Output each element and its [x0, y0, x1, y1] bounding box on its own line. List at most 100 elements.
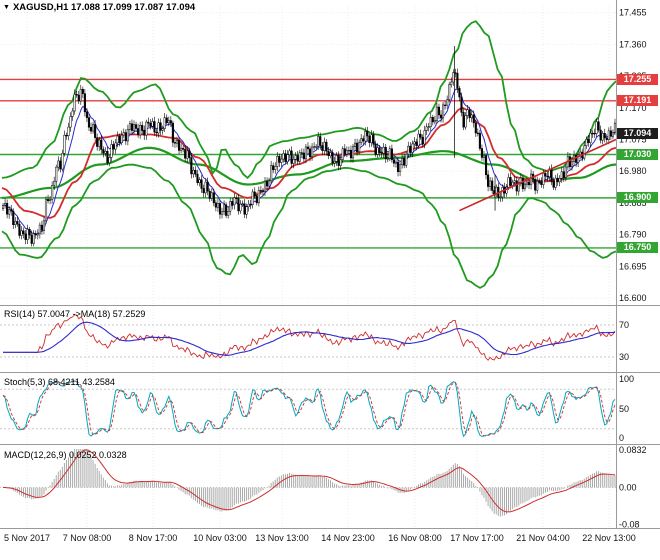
candle-body	[597, 121, 600, 131]
bollinger-upper	[1, 20, 617, 180]
candle-body	[456, 72, 459, 89]
candle-body	[120, 134, 123, 144]
candle-body	[372, 134, 375, 145]
candle-body	[128, 123, 131, 130]
candle-body	[149, 122, 152, 127]
candle-body	[527, 181, 531, 186]
candle-body	[360, 138, 363, 143]
time-axis-label: 21 Nov 04:00	[516, 533, 570, 543]
candle-body	[73, 93, 76, 112]
candle-body	[480, 148, 483, 158]
candle-body	[12, 210, 15, 225]
candle-body	[593, 132, 596, 135]
candle-body	[268, 180, 271, 187]
stoch-axis-label: 50	[619, 404, 629, 414]
price-level-label-17.030[interactable]: 17.030	[617, 149, 658, 160]
candle-body	[98, 139, 101, 147]
price-level-label-17.094[interactable]: 17.094	[617, 127, 658, 139]
trendline[interactable]	[459, 138, 617, 212]
candle-body	[331, 152, 334, 164]
candle-body	[302, 152, 305, 160]
candle-body	[180, 147, 183, 151]
candle-body	[530, 173, 533, 186]
candle-body	[139, 125, 142, 136]
candle-body	[388, 148, 391, 159]
candle-body	[607, 130, 610, 140]
candle-body	[169, 120, 172, 124]
candle-body	[552, 181, 555, 188]
candle-body	[192, 169, 195, 175]
candle-body	[417, 133, 420, 146]
candle-body	[489, 180, 492, 187]
candle-body	[65, 134, 68, 137]
candle-body	[364, 131, 367, 142]
candle-body	[536, 180, 539, 191]
candle-body	[280, 158, 283, 163]
candle-body	[396, 161, 400, 172]
candle-body	[319, 136, 322, 146]
candle-body	[200, 179, 203, 189]
candle-body	[468, 109, 471, 118]
time-axis-label: 5 Nov 2017	[4, 533, 50, 543]
price-level-label-17.191[interactable]: 17.191	[617, 95, 658, 107]
candle-body	[89, 127, 93, 132]
candle-body	[247, 203, 250, 208]
candle-body	[290, 150, 293, 164]
candle-body	[71, 110, 74, 117]
candle-body	[603, 133, 606, 139]
candle-body	[47, 199, 50, 201]
candle-body	[425, 126, 428, 131]
price-level-label-16.900[interactable]: 16.900	[617, 192, 658, 204]
candle-body	[116, 135, 119, 144]
candle-body	[446, 99, 449, 106]
candle-body	[18, 223, 21, 236]
candle-body	[265, 181, 269, 187]
candle-body	[49, 199, 52, 201]
candle-body	[96, 137, 99, 147]
candle-body	[204, 181, 207, 194]
time-axis-label: 16 Nov 08:00	[388, 533, 442, 543]
candle-body	[8, 209, 11, 215]
candle-body	[421, 136, 424, 145]
candle-body	[349, 149, 353, 159]
candle-body	[333, 161, 336, 164]
macd-axis-label: 0.00	[619, 483, 637, 493]
candle-body	[405, 153, 408, 166]
candle-body	[87, 117, 91, 128]
candle-body	[28, 229, 31, 236]
candle-body	[61, 153, 64, 170]
macd-axis-label: 0.0832	[619, 445, 647, 455]
candle-body	[130, 123, 134, 131]
price-level-label-16.750[interactable]: 16.750	[617, 242, 658, 254]
candle-body	[413, 141, 416, 145]
chart-dropdown-icon[interactable]: ▼	[3, 3, 10, 11]
price-axis-label: 16.790	[619, 230, 647, 240]
candle-body	[177, 140, 181, 151]
candle-body	[122, 132, 125, 136]
candle-body	[431, 117, 434, 123]
candle-body	[163, 117, 166, 129]
candle-body	[538, 180, 541, 183]
candle-body	[358, 142, 361, 152]
candle-body	[218, 203, 222, 215]
candle-body	[347, 149, 350, 152]
candle-body	[94, 124, 97, 138]
candle-body	[255, 195, 258, 204]
candle-body	[462, 112, 465, 128]
candle-body	[30, 234, 33, 244]
candle-body	[317, 136, 320, 147]
candle-body	[378, 147, 381, 153]
candle-body	[351, 146, 355, 159]
candle-body	[198, 179, 201, 183]
stoch-axis-label: 0	[619, 433, 624, 443]
candle-body	[315, 146, 318, 148]
candle-body	[390, 148, 393, 160]
price-axis-label: 16.600	[619, 293, 647, 303]
candle-body	[591, 132, 594, 135]
price-level-label-17.255[interactable]: 17.255	[617, 73, 658, 85]
candle-body	[595, 121, 598, 134]
candle-body	[272, 165, 275, 171]
candle-body	[546, 175, 549, 178]
candle-body	[384, 146, 387, 159]
